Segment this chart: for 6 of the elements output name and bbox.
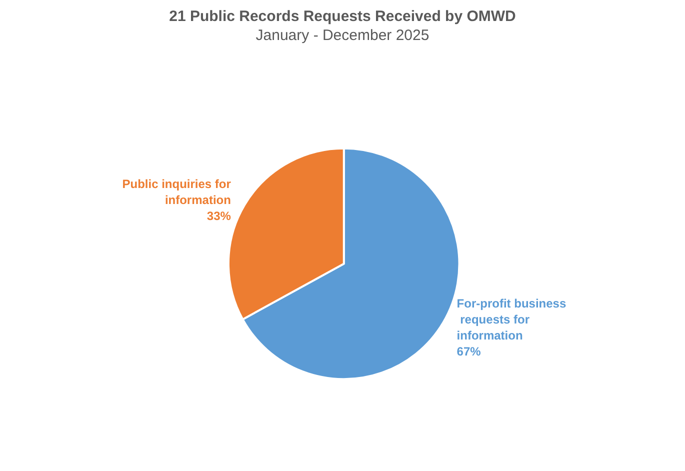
chart-title: 21 Public Records Requests Received by OMWD (169, 8, 516, 25)
slice-label: Public inquiries for information (122, 176, 232, 207)
chart-subtitle: January - December 2025 (256, 27, 430, 44)
data-label: 33% (206, 208, 232, 223)
slice-label: For-profit business requests for information (456, 296, 566, 343)
data-label: 67% (456, 344, 482, 359)
